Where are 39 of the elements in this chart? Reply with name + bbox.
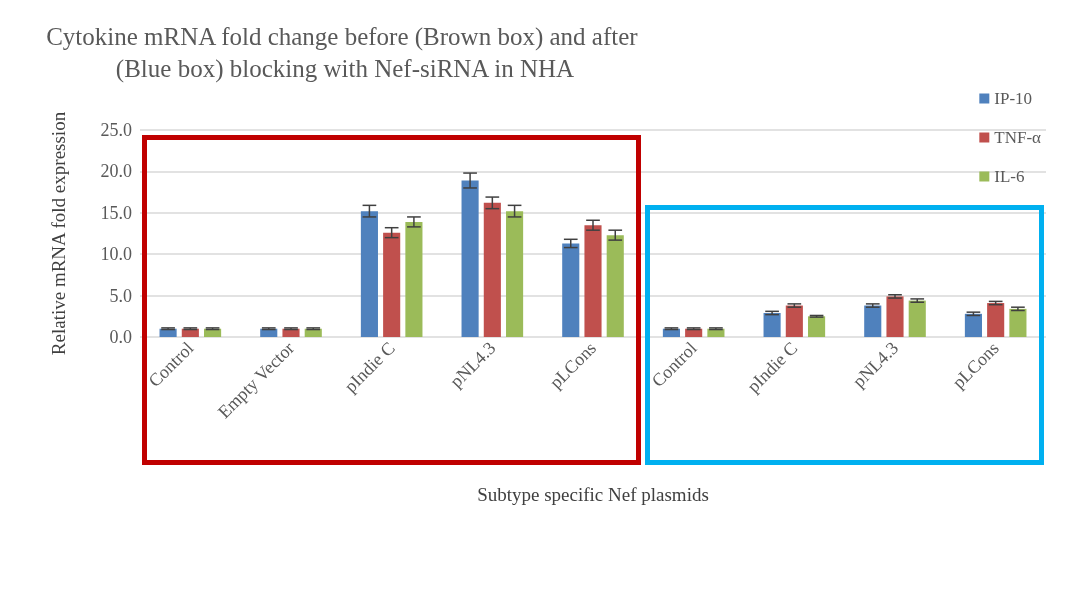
- y-tick-label: 20.0: [100, 161, 132, 182]
- y-tick-label: 15.0: [100, 202, 132, 223]
- bar: [864, 305, 882, 337]
- bar: [181, 328, 199, 337]
- chart-title: Cytokine mRNA fold change before (Brown box) and after (Blue box) blocking with Nef-siRNA in NHA: [46, 22, 644, 83]
- y-tick-label: 5.0: [109, 285, 132, 306]
- bar: [707, 328, 725, 337]
- bar: [685, 328, 703, 337]
- bar: [260, 328, 278, 337]
- bar: [360, 211, 378, 337]
- y-axis-title: Relative mRNA fold expression: [48, 111, 69, 356]
- y-tick-label: 25.0: [100, 120, 132, 140]
- bar: [483, 202, 501, 337]
- legend-label: IL-6: [994, 167, 1025, 186]
- bar: [304, 328, 322, 337]
- legend-label: IP-10: [994, 89, 1033, 108]
- y-tick-label: 10.0: [100, 244, 132, 265]
- bar: [785, 305, 803, 337]
- bar: [606, 235, 624, 337]
- bar: [763, 312, 781, 337]
- bar: [964, 313, 982, 337]
- bar: [204, 328, 222, 337]
- y-tick-label: 0.0: [109, 327, 132, 347]
- bar: [282, 328, 300, 337]
- bar: [405, 221, 423, 337]
- bar: [987, 303, 1005, 337]
- bar: [506, 211, 524, 337]
- bar: [908, 300, 926, 337]
- legend-label: TNF-α: [994, 128, 1042, 147]
- bar: [808, 316, 826, 337]
- bar: [886, 296, 904, 337]
- bar: [584, 225, 602, 337]
- x-axis-title: Subtype specific Nef plasmids: [477, 484, 709, 505]
- bar: [461, 180, 479, 337]
- bar: [562, 243, 580, 337]
- bar: [662, 328, 680, 337]
- bar: [1009, 308, 1027, 337]
- bar: [383, 232, 401, 337]
- bar: [159, 328, 177, 337]
